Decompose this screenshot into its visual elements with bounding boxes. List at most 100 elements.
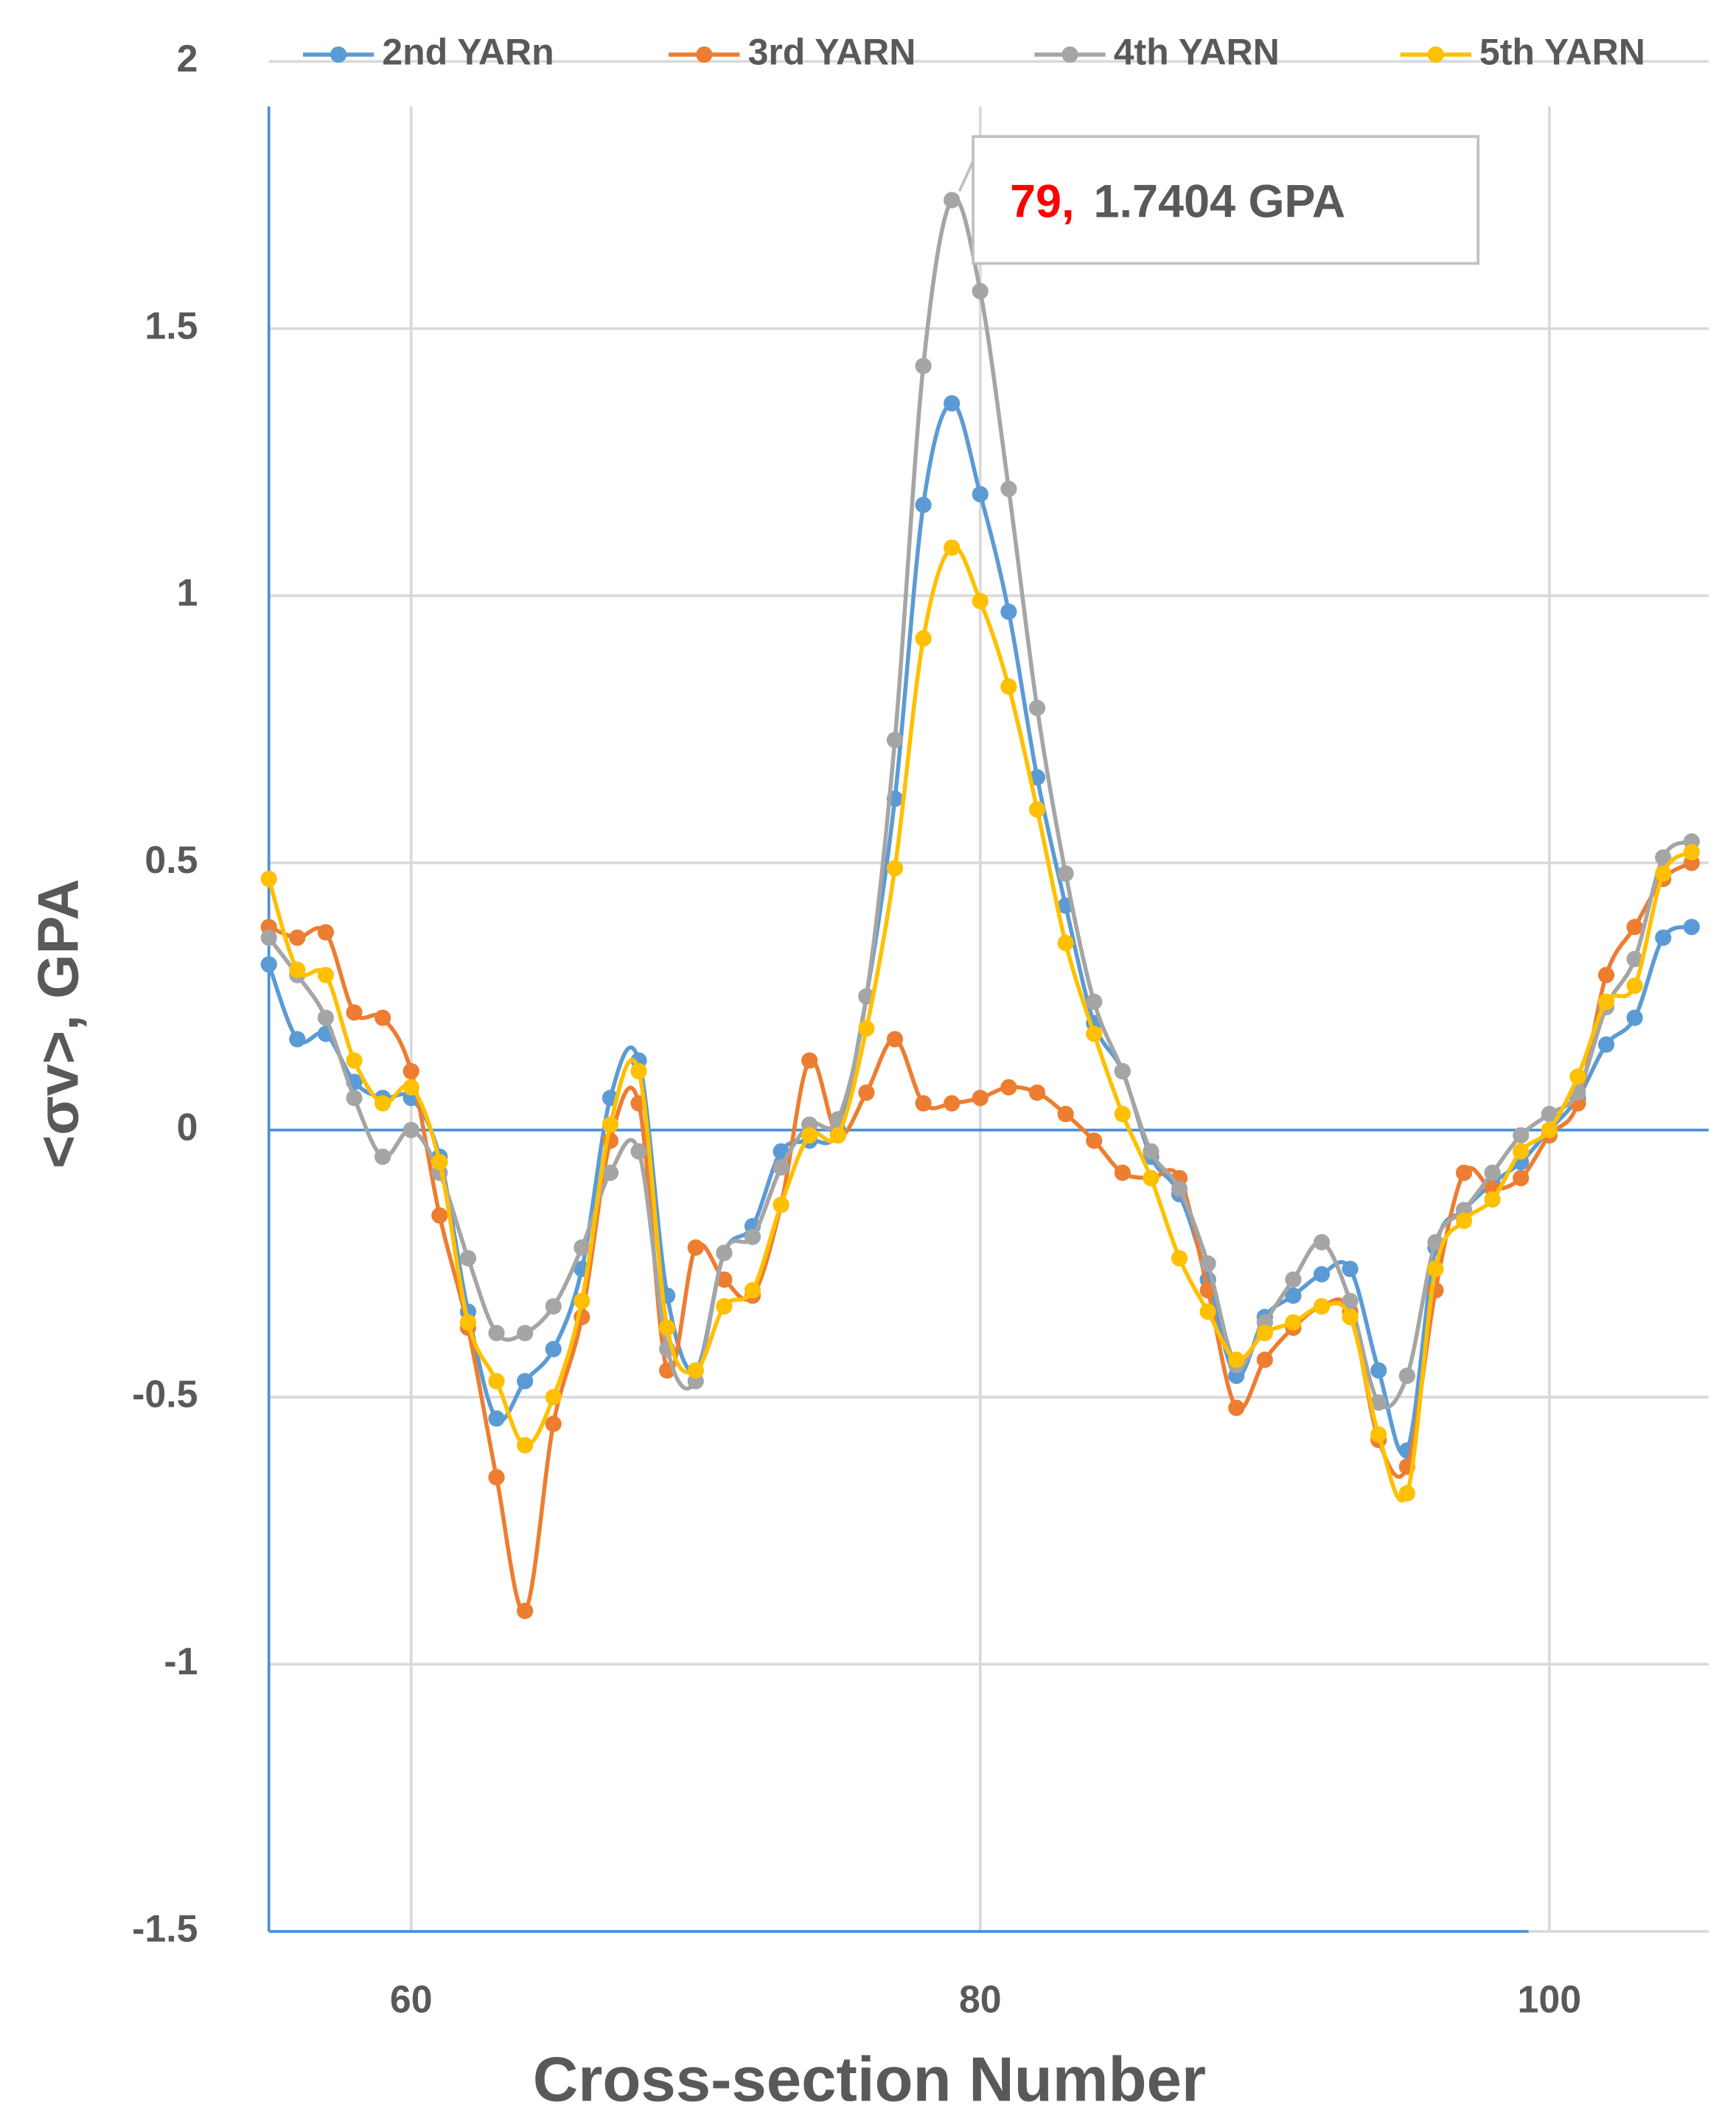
data-point — [1370, 1426, 1387, 1443]
data-point — [346, 1004, 363, 1021]
data-point — [459, 1250, 477, 1267]
data-point — [488, 1469, 505, 1486]
annotation: 79, 1.7404 GPA — [958, 135, 1479, 265]
data-point — [687, 1362, 704, 1379]
data-point — [402, 1062, 419, 1080]
data-point — [1683, 843, 1700, 860]
data-point — [1342, 1292, 1359, 1309]
legend-marker — [696, 46, 713, 63]
data-point — [1228, 1351, 1245, 1368]
data-point — [1597, 967, 1615, 984]
y-tick-label: 0 — [177, 1105, 198, 1148]
data-point — [488, 1373, 505, 1390]
data-point — [374, 1095, 391, 1112]
data-point — [773, 1159, 789, 1176]
data-point — [1313, 1298, 1331, 1315]
data-point — [1313, 1233, 1331, 1251]
series-line — [267, 196, 1693, 1410]
data-point — [545, 1340, 562, 1357]
data-point — [431, 1154, 448, 1171]
data-point — [744, 1282, 761, 1299]
y-axis-title: <σv>, GPA — [27, 879, 91, 1169]
data-point — [1455, 1164, 1473, 1181]
data-point — [972, 1090, 989, 1107]
data-point — [944, 1095, 961, 1112]
legend-label: 2nd YARn — [382, 31, 554, 72]
data-point — [1513, 1169, 1530, 1187]
y-tick-label: 2 — [177, 37, 198, 80]
data-point — [574, 1292, 590, 1309]
data-point — [1256, 1351, 1273, 1368]
data-point — [1427, 1261, 1444, 1278]
data-point — [630, 1062, 647, 1080]
data-point — [545, 1416, 562, 1433]
data-point — [289, 961, 306, 978]
data-point — [1057, 1105, 1074, 1123]
data-point — [402, 1121, 419, 1138]
data-point — [1370, 1394, 1387, 1411]
data-point — [773, 1197, 789, 1214]
legend-label: 4th YARN — [1114, 31, 1280, 72]
data-point — [1513, 1143, 1530, 1160]
series-line — [267, 545, 1693, 1503]
data-point — [459, 1314, 477, 1331]
y-tick-label: 1 — [177, 571, 198, 614]
data-point — [1114, 1062, 1131, 1080]
data-point — [1000, 1079, 1017, 1096]
data-point — [1597, 993, 1615, 1010]
data-point — [886, 860, 904, 877]
data-point — [1342, 1309, 1359, 1326]
y-tick-label: -0.5 — [132, 1373, 198, 1416]
x-tick-label: 100 — [1518, 1978, 1581, 2021]
data-point — [1513, 1127, 1530, 1144]
annotation-value: 1.7404 GPA — [1093, 175, 1345, 227]
data-point — [972, 486, 989, 503]
data-point — [944, 395, 961, 412]
data-point — [289, 929, 306, 946]
data-point — [317, 924, 335, 941]
annotation-box — [972, 135, 1479, 265]
data-point — [972, 282, 989, 300]
y-tick-label: -1 — [164, 1640, 198, 1682]
data-point — [374, 1148, 391, 1166]
data-point — [260, 870, 277, 888]
data-point — [1342, 1261, 1359, 1278]
data-point — [602, 1164, 619, 1181]
data-point — [346, 1090, 363, 1107]
data-point — [886, 1031, 904, 1048]
data-point — [1000, 678, 1017, 695]
y-tick-label: 1.5 — [144, 304, 198, 347]
legend-label: 5th YARN — [1479, 31, 1645, 72]
data-point — [1114, 1105, 1131, 1123]
data-point — [260, 929, 277, 946]
data-point — [517, 1602, 534, 1620]
data-point — [801, 1052, 818, 1069]
data-point — [1398, 1485, 1415, 1502]
data-point — [744, 1228, 761, 1245]
data-point — [517, 1324, 534, 1342]
data-point — [1398, 1367, 1415, 1385]
data-point — [374, 1009, 391, 1026]
x-tick-label: 60 — [390, 1978, 433, 2021]
data-point — [1000, 480, 1017, 498]
data-point — [1086, 993, 1103, 1010]
data-point — [1626, 919, 1643, 936]
data-point — [488, 1410, 505, 1427]
data-point — [1143, 1143, 1160, 1160]
data-point — [517, 1373, 534, 1390]
data-point — [517, 1437, 534, 1454]
data-point — [1597, 1036, 1615, 1053]
data-point — [1541, 1121, 1558, 1138]
data-point — [1199, 1303, 1216, 1320]
x-axis-title: Cross-section Number — [533, 2045, 1206, 2113]
data-point — [1143, 1169, 1160, 1187]
data-point — [1285, 1314, 1302, 1331]
data-point — [1057, 865, 1074, 882]
data-point — [1228, 1399, 1245, 1416]
data-point — [1285, 1271, 1302, 1288]
data-point — [1484, 1164, 1501, 1181]
legend-marker — [330, 46, 347, 63]
data-point — [289, 1031, 306, 1048]
